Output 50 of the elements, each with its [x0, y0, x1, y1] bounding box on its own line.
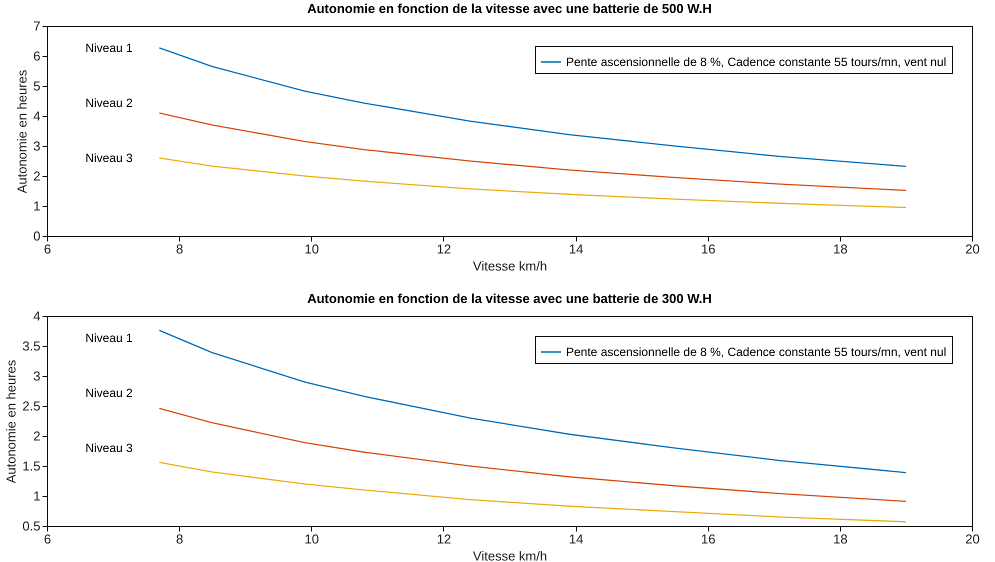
y-tick-label: 4: [33, 308, 40, 324]
y-tick-label: 6: [33, 48, 40, 64]
legend-label: Pente ascensionnelle de 8 %, Cadence constante 55 tours/mn, vent nul: [566, 345, 946, 359]
line-series: [158, 112, 907, 192]
legend-label: Pente ascensionnelle de 8 %, Cadence constante 55 tours/mn, vent nul: [566, 55, 946, 69]
x-axis-title: Vitesse km/h: [472, 258, 548, 274]
y-tick-label: 2: [33, 428, 40, 444]
y-tick-label: 3: [33, 138, 40, 154]
y-tick-label: 2: [33, 168, 40, 184]
x-tick-label: 14: [568, 532, 584, 546]
x-tick-label: 18: [833, 242, 848, 256]
x-tick-label: 20: [965, 532, 980, 546]
x-tick-label: 8: [176, 532, 184, 546]
y-axis-title: Autonomie en heures: [3, 359, 18, 484]
y-tick-label: 1.5: [22, 458, 40, 474]
x-tick-label: 18: [833, 532, 848, 546]
x-tick-label: 20: [965, 242, 980, 256]
x-tick-label: 16: [700, 532, 716, 546]
x-tick-label: 12: [436, 242, 452, 256]
y-tick-label: 0: [33, 228, 40, 244]
y-tick-label: 3.5: [22, 338, 40, 354]
y-tick-label: 5: [33, 78, 40, 94]
x-tick-label: 6: [44, 242, 52, 256]
y-axis-title: Autonomie en heures: [14, 69, 30, 194]
x-axis-title: Vitesse km/h: [472, 548, 548, 562]
y-tick-label: 7: [33, 18, 40, 34]
chart-title: Autonomie en fonction de la vitesse avec une batterie de 500 W.H: [307, 1, 712, 16]
x-tick-label: 16: [700, 242, 716, 256]
y-tick-label: 3: [33, 368, 40, 384]
line-series: [158, 462, 907, 522]
annotation: Niveau 1: [85, 331, 133, 345]
y-tick-label: 1: [33, 198, 40, 214]
x-tick-label: 14: [568, 242, 584, 256]
line-series: [158, 157, 907, 208]
x-tick-label: 8: [176, 242, 184, 256]
x-tick-label: 6: [44, 532, 52, 546]
y-tick-label: 4: [33, 108, 40, 124]
x-tick-label: 10: [304, 242, 320, 256]
annotation: Niveau 3: [85, 441, 133, 455]
y-tick-label: 2.5: [22, 398, 40, 414]
annotation: Niveau 1: [85, 41, 133, 55]
y-tick-label: 1: [33, 488, 40, 504]
annotation: Niveau 2: [85, 386, 133, 400]
chart-title: Autonomie en fonction de la vitesse avec une batterie de 300 W.H: [307, 291, 712, 306]
x-tick-label: 12: [436, 532, 452, 546]
x-tick-label: 10: [304, 532, 320, 546]
annotation: Niveau 2: [85, 96, 133, 110]
line-series: [158, 408, 907, 502]
y-tick-label: 0.5: [22, 518, 40, 534]
annotation: Niveau 3: [85, 151, 133, 165]
